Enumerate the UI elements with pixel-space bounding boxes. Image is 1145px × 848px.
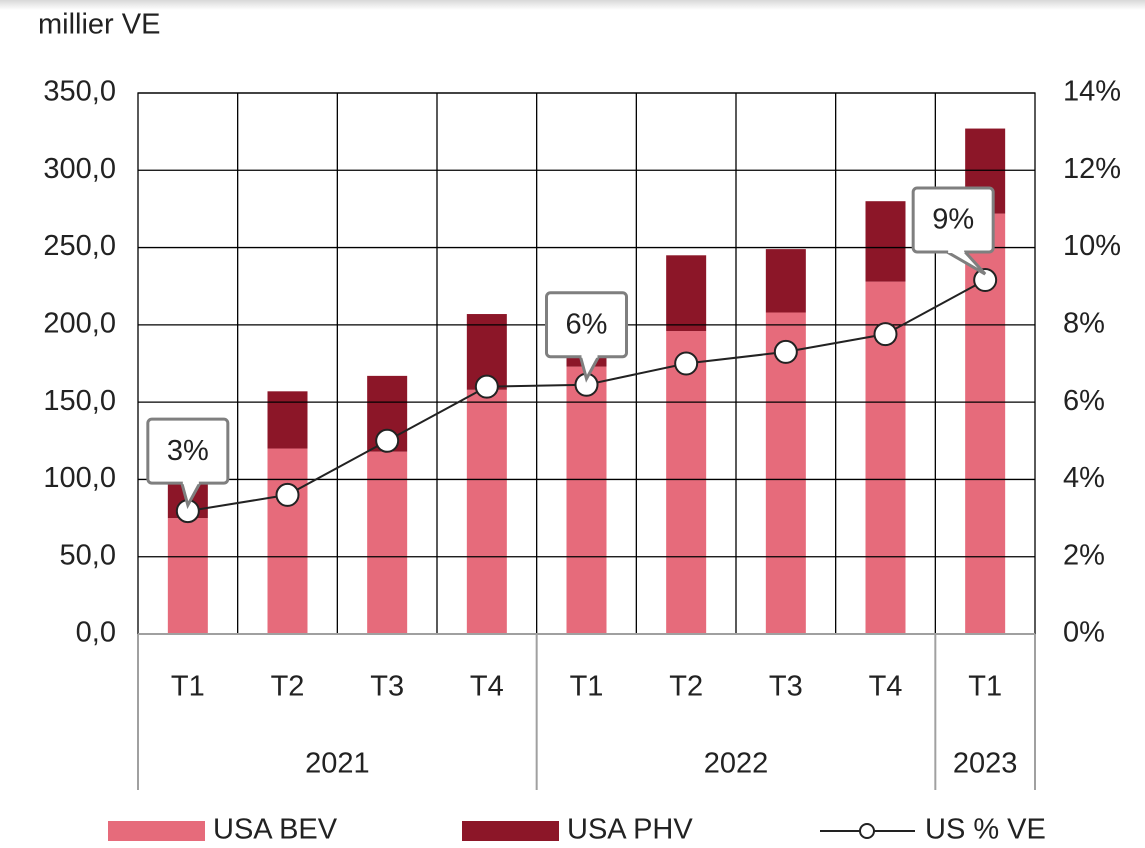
line-marker (773, 339, 798, 364)
legend-label: USA BEV (213, 814, 338, 846)
callout-mask (948, 248, 965, 254)
y-tick-label: 0,0 (76, 617, 116, 649)
bar-segment (666, 255, 707, 332)
legend-label: USA PHV (567, 814, 693, 846)
callout-mask (581, 352, 598, 358)
data-label: 6% (566, 308, 608, 340)
y-tick-label: 150,0 (43, 385, 116, 417)
y2-tick-label: 4% (1063, 462, 1105, 494)
top-shadow (0, 0, 1145, 10)
line-marker (474, 374, 499, 399)
callout-pointer (579, 356, 600, 383)
legend-label: US % VE (925, 814, 1046, 846)
bar-segment (765, 249, 806, 313)
x-tick-label: T4 (869, 671, 903, 703)
y2-tick-label: 2% (1063, 539, 1105, 571)
legend-marker (859, 823, 875, 839)
group-label: 2023 (953, 748, 1018, 780)
y2-tick-label: 12% (1063, 153, 1121, 185)
callout-pointer (946, 250, 987, 276)
bar-segment (466, 389, 507, 634)
bar-segment (566, 366, 607, 634)
y-tick-label: 300,0 (43, 153, 116, 185)
legend-swatch (462, 821, 559, 841)
line-marker (973, 268, 998, 293)
x-tick-label: T2 (669, 671, 703, 703)
y2-tick-label: 8% (1063, 308, 1105, 340)
x-tick-label: T3 (769, 671, 803, 703)
bar-segment (765, 312, 806, 634)
legend-swatch (108, 821, 205, 841)
group-label: 2021 (305, 748, 370, 780)
bar-segment (666, 331, 707, 634)
bar-segment (167, 518, 208, 634)
bar-segment (267, 448, 308, 634)
y2-tick-label: 6% (1063, 385, 1105, 417)
y-tick-label: 250,0 (43, 230, 116, 262)
callout-mask (182, 479, 199, 485)
y-tick-label: 100,0 (43, 462, 116, 494)
y-tick-label: 350,0 (43, 76, 116, 108)
x-tick-label: T3 (370, 671, 404, 703)
x-tick-label: T4 (470, 671, 504, 703)
line-marker (275, 482, 300, 507)
line-marker (873, 322, 898, 347)
x-tick-label: T2 (271, 671, 305, 703)
y-tick-label: 200,0 (43, 308, 116, 340)
group-label: 2022 (704, 748, 769, 780)
y2-tick-label: 0% (1063, 617, 1105, 649)
bar-segment (367, 451, 408, 634)
y2-tick-label: 10% (1063, 230, 1121, 262)
x-tick-label: T1 (968, 671, 1002, 703)
y2-tick-label: 14% (1063, 76, 1121, 108)
data-label: 3% (167, 435, 209, 467)
bar-segment (267, 391, 308, 449)
callout-pointer (180, 482, 202, 510)
line-marker (375, 428, 400, 453)
x-tick-label: T1 (570, 671, 604, 703)
y-axis-label: millier VE (38, 9, 160, 41)
line-marker (674, 351, 699, 376)
bar-segment (865, 201, 906, 282)
x-tick-label: T1 (171, 671, 205, 703)
y-tick-label: 50,0 (60, 539, 116, 571)
data-label: 9% (932, 204, 974, 236)
